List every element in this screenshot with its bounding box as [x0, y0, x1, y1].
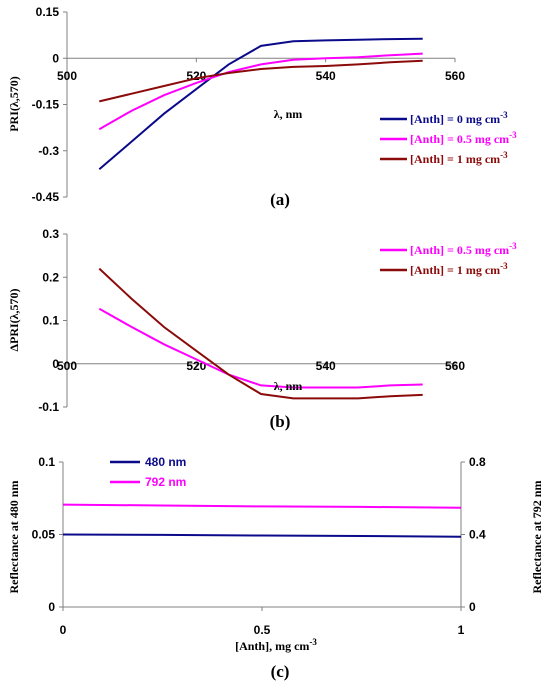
series-line-2	[98, 267, 423, 400]
x-axis-label: λ, nm	[274, 379, 303, 393]
y-tick-label: 0	[48, 600, 55, 614]
x-tick-label: 500	[57, 69, 77, 83]
y-right-tick-label: 0	[469, 600, 476, 614]
x-tick-label: 1	[458, 623, 465, 637]
x-tick-label: 560	[445, 359, 465, 373]
series-line-1	[98, 37, 423, 171]
y-axis-label: ΔPRI(λ,570)	[7, 288, 21, 351]
y-tick-label: 0.1	[42, 314, 59, 328]
series-line-1	[98, 307, 423, 389]
y-tick-label: -0.3	[38, 144, 59, 158]
chart-panel-2: 0.3 0.2 0.1 0 -0.1 500 520 540 560 [Anth] = 0.5 m…	[7, 227, 517, 431]
panel-label: (b)	[270, 412, 291, 431]
y-tick-label: -0.15	[32, 98, 60, 112]
legend-label: 792 nm	[145, 475, 186, 489]
legend-label: [Anth] = 1 mg cm-3	[410, 261, 508, 277]
series-line-2	[62, 503, 462, 509]
y-tick-label: 0.15	[36, 5, 60, 19]
y-tick-label: 0.1	[38, 455, 55, 469]
y-axis-label: Reflectance at 480 nm	[7, 481, 21, 594]
y-tick-label: 0	[52, 51, 59, 65]
x-tick-label: 540	[316, 69, 336, 83]
y-tick-label: -0.45	[32, 190, 60, 204]
x-tick-label: 0	[60, 623, 67, 637]
x-tick-label: 520	[186, 359, 206, 373]
y-right-tick-label: 0.8	[469, 455, 486, 469]
y-axis-right-label: Reflectance at 792 nm	[530, 481, 544, 594]
y-tick-label: 0.05	[32, 528, 56, 542]
series-line-2	[98, 52, 423, 131]
x-tick-label: 560	[445, 69, 465, 83]
legend-label: [Anth] = 0 mg cm-3	[410, 110, 508, 126]
x-tick-label: 500	[57, 359, 77, 373]
y-tick-label: -0.1	[38, 400, 59, 414]
y-tick-label: 0.3	[42, 227, 59, 241]
x-axis-label: [Anth], mg cm-3	[235, 637, 317, 653]
panel-label: (a)	[270, 190, 290, 209]
y-right-tick-label: 0.4	[469, 528, 486, 542]
legend-label: 480 nm	[145, 455, 186, 469]
x-tick-label: 540	[316, 359, 336, 373]
legend-label: [Anth] = 0.5 mg cm-3	[410, 241, 517, 257]
series-line-3	[99, 59, 423, 103]
x-axis-label: λ, nm	[274, 107, 303, 121]
series-line-1	[62, 533, 462, 538]
y-tick-label: 0	[52, 357, 59, 371]
legend-label: [Anth] = 1 mg cm-3	[410, 150, 508, 166]
y-tick-label: 0.2	[42, 270, 59, 284]
x-tick-label: 0.5	[254, 623, 271, 637]
panel-label: (c)	[271, 662, 290, 681]
y-axis-label: PRI(λ,570)	[7, 76, 21, 132]
legend-label: [Anth] = 0.5 mg cm-3	[410, 130, 517, 146]
